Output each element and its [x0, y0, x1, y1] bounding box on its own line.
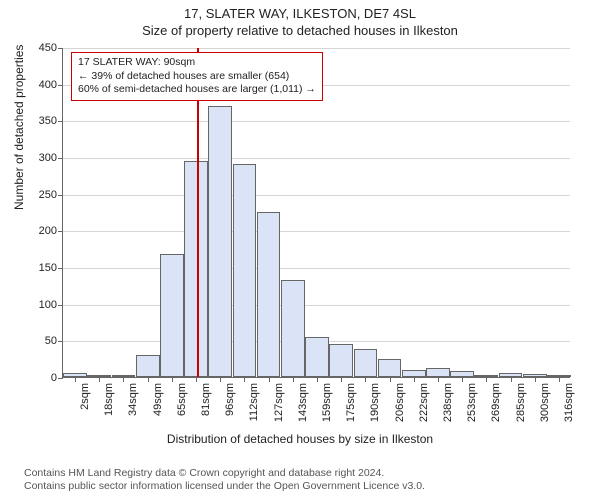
- xtick-label: 143sqm: [297, 383, 309, 422]
- annotation-line: 17 SLATER WAY: 90sqm: [78, 56, 316, 70]
- ytick-label: 50: [27, 335, 57, 347]
- ytick-label: 300: [27, 152, 57, 164]
- ytick-label: 0: [27, 372, 57, 384]
- ytick-mark: [58, 121, 63, 122]
- y-axis-label: Number of detached properties: [12, 45, 26, 210]
- histogram-bar: [378, 359, 402, 377]
- xtick-mark: [535, 377, 536, 382]
- xtick-label: 112sqm: [248, 383, 260, 421]
- xtick-label: 2sqm: [79, 383, 91, 410]
- title-sub: Size of property relative to detached ho…: [0, 21, 600, 38]
- xtick-mark: [414, 377, 415, 382]
- xtick-mark: [462, 377, 463, 382]
- ytick-mark: [58, 158, 63, 159]
- xtick-mark: [293, 377, 294, 382]
- chart-page: 17, SLATER WAY, ILKESTON, DE7 4SL Size o…: [0, 0, 600, 500]
- annotation-box: 17 SLATER WAY: 90sqm← 39% of detached ho…: [71, 52, 323, 101]
- xtick-label: 269sqm: [490, 383, 502, 422]
- xtick-mark: [269, 377, 270, 382]
- attribution: Contains HM Land Registry data © Crown c…: [24, 467, 425, 494]
- histogram-bar: [257, 212, 281, 377]
- annotation-line: ← 39% of detached houses are smaller (65…: [78, 70, 316, 84]
- xtick-mark: [317, 377, 318, 382]
- xtick-mark: [559, 377, 560, 382]
- xtick-label: 127sqm: [273, 383, 285, 422]
- xtick-label: 81sqm: [200, 383, 212, 416]
- gridline: [63, 158, 570, 159]
- ytick-label: 450: [27, 42, 57, 54]
- ytick-mark: [58, 85, 63, 86]
- xtick-label: 34sqm: [127, 383, 139, 416]
- ytick-mark: [58, 341, 63, 342]
- x-axis-label: Distribution of detached houses by size …: [0, 432, 600, 446]
- gridline: [63, 48, 570, 49]
- xtick-mark: [196, 377, 197, 382]
- histogram-bar: [354, 349, 378, 377]
- xtick-label: 96sqm: [224, 383, 236, 416]
- histogram-bar: [208, 106, 232, 377]
- attribution-line2: Contains public sector information licen…: [24, 480, 425, 494]
- xtick-label: 190sqm: [369, 383, 381, 422]
- xtick-label: 49sqm: [152, 383, 164, 416]
- gridline: [63, 305, 570, 306]
- histogram-bar: [160, 254, 184, 377]
- xtick-label: 253sqm: [466, 383, 478, 422]
- gridline: [63, 231, 570, 232]
- gridline: [63, 268, 570, 269]
- xtick-mark: [172, 377, 173, 382]
- xtick-mark: [99, 377, 100, 382]
- title-main: 17, SLATER WAY, ILKESTON, DE7 4SL: [0, 0, 600, 21]
- xtick-mark: [148, 377, 149, 382]
- attribution-line1: Contains HM Land Registry data © Crown c…: [24, 467, 425, 481]
- xtick-label: 206sqm: [394, 383, 406, 422]
- xtick-label: 18sqm: [103, 383, 115, 416]
- xtick-mark: [511, 377, 512, 382]
- histogram-bar: [281, 280, 305, 377]
- xtick-mark: [75, 377, 76, 382]
- xtick-mark: [390, 377, 391, 382]
- xtick-mark: [438, 377, 439, 382]
- ytick-label: 100: [27, 299, 57, 311]
- histogram-bar: [136, 355, 160, 377]
- histogram-bar: [329, 344, 353, 377]
- histogram-bar: [233, 164, 257, 377]
- ytick-mark: [58, 378, 63, 379]
- ytick-mark: [58, 268, 63, 269]
- xtick-label: 285sqm: [515, 383, 527, 422]
- ytick-label: 400: [27, 79, 57, 91]
- histogram-bar: [426, 368, 450, 377]
- ytick-label: 350: [27, 115, 57, 127]
- ytick-label: 200: [27, 225, 57, 237]
- histogram-bar: [305, 337, 329, 377]
- ytick-mark: [58, 231, 63, 232]
- xtick-mark: [220, 377, 221, 382]
- xtick-mark: [123, 377, 124, 382]
- xtick-mark: [365, 377, 366, 382]
- xtick-mark: [341, 377, 342, 382]
- xtick-label: 222sqm: [418, 383, 430, 422]
- ytick-label: 250: [27, 189, 57, 201]
- ytick-mark: [58, 195, 63, 196]
- ytick-mark: [58, 48, 63, 49]
- xtick-label: 175sqm: [345, 383, 357, 422]
- gridline: [63, 195, 570, 196]
- xtick-mark: [244, 377, 245, 382]
- ytick-label: 150: [27, 262, 57, 274]
- gridline: [63, 121, 570, 122]
- histogram-bar: [402, 370, 426, 377]
- plot-area: 17 SLATER WAY: 90sqm← 39% of detached ho…: [62, 48, 570, 378]
- xtick-label: 238sqm: [442, 383, 454, 422]
- xtick-label: 300sqm: [539, 383, 551, 422]
- xtick-label: 159sqm: [321, 383, 333, 422]
- annotation-line: 60% of semi-detached houses are larger (…: [78, 83, 316, 97]
- xtick-label: 316sqm: [563, 383, 575, 422]
- xtick-label: 65sqm: [176, 383, 188, 416]
- ytick-mark: [58, 305, 63, 306]
- xtick-mark: [486, 377, 487, 382]
